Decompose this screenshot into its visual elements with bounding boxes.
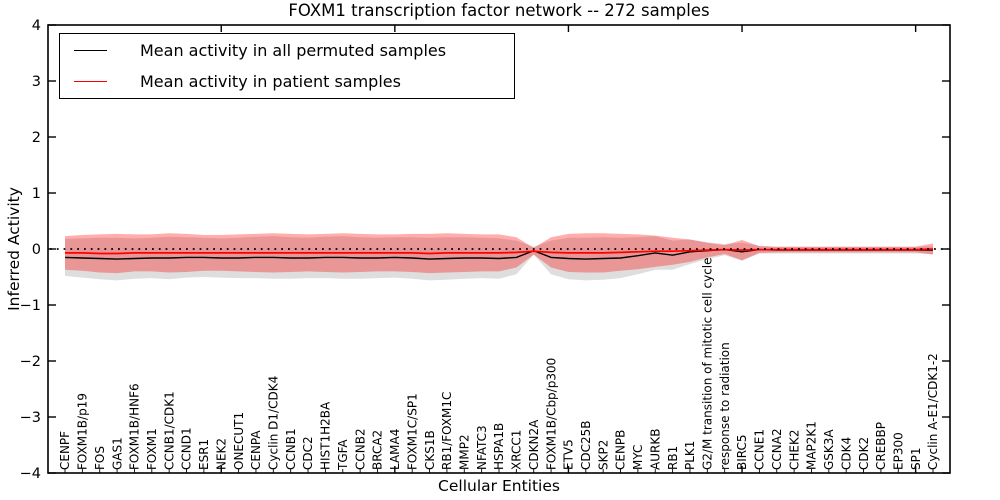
y-tick-label: −2 — [20, 354, 41, 370]
x-tick-label: CHEK2 — [787, 430, 801, 471]
x-tick-label: NEK2 — [214, 438, 228, 470]
x-tick-label: MYC — [631, 445, 645, 470]
x-tick-label: CDC2 — [301, 436, 315, 470]
x-tick-label: ESR1 — [197, 439, 211, 470]
y-tick-label: 1 — [32, 186, 41, 202]
legend-box: Mean activity in all permuted samples Me… — [59, 33, 515, 99]
y-tick-label: −3 — [20, 410, 41, 426]
patient-line-swatch — [74, 81, 107, 83]
x-tick-label: FOXM1B/Cbp/p300 — [544, 358, 558, 470]
x-tick-label: HSPA1B — [492, 423, 506, 470]
x-tick-label: GSK3A — [822, 429, 836, 470]
x-tick-label: response to radiation — [718, 342, 732, 470]
x-tick-label: BIRC5 — [735, 434, 749, 470]
x-tick-label: SKP2 — [596, 440, 610, 470]
x-tick-label: CCNB2 — [353, 428, 367, 470]
x-tick-label: CENPF — [58, 431, 72, 470]
x-tick-label: CCNB1/CDK1 — [162, 391, 176, 470]
y-tick-label: −1 — [20, 298, 41, 314]
patient-mean-line — [65, 248, 934, 255]
x-tick-label: Cyclin A-E1/CDK1-2 — [926, 353, 940, 470]
x-tick-label: FOXM1B/HNF6 — [128, 383, 142, 470]
x-tick-label: CREBBP — [874, 422, 888, 470]
x-tick-label: SP1 — [909, 448, 923, 471]
x-tick-label: HIST1H2BA — [319, 401, 333, 470]
x-tick-label: FOS — [93, 446, 107, 470]
x-tick-label: CCND1 — [180, 427, 194, 470]
x-tick-label: CCNA2 — [770, 428, 784, 470]
x-tick-label: XRCC1 — [510, 430, 524, 470]
x-tick-label: GAS1 — [110, 437, 124, 470]
x-tick-label: CKS1B — [423, 430, 437, 470]
y-tick-label: 3 — [32, 74, 41, 90]
x-tick-label: FOXM1C/SP1 — [405, 393, 419, 470]
chart-title: FOXM1 transcription factor network -- 27… — [288, 1, 710, 20]
x-tick-label: Cyclin D1/CDK4 — [267, 376, 281, 470]
x-tick-label: MAP2K1 — [805, 421, 819, 470]
y-tick-label: −4 — [20, 466, 41, 482]
x-tick-label: AURKB — [648, 429, 662, 470]
legend-label-patient: Mean activity in patient samples — [140, 72, 401, 92]
x-tick-label: CDK4 — [839, 437, 853, 470]
x-tick-label: FOXM1B/p19 — [76, 393, 90, 470]
x-tick-label: MMP2 — [458, 434, 472, 470]
x-tick-label: CENPB — [614, 430, 628, 470]
legend-entry-patient: Mean activity in patient samples — [60, 67, 514, 97]
x-tick-label: RB1/FOXM1C — [440, 392, 454, 470]
x-tick-label: CCNE1 — [753, 429, 767, 470]
permuted-line-swatch — [74, 49, 107, 51]
x-tick-label: ETV5 — [562, 439, 576, 470]
x-tick-label: RB1 — [666, 446, 680, 470]
x-tick-label: EP300 — [892, 432, 906, 470]
x-tick-label: LAMA4 — [388, 429, 402, 470]
x-tick-label: CDKN2A — [527, 419, 541, 470]
x-tick-label: CDC25B — [579, 421, 593, 471]
x-axis-label: Cellular Entities — [438, 477, 560, 495]
x-tick-label: NFATC3 — [475, 425, 489, 470]
y-tick-label: 4 — [32, 18, 41, 34]
x-tick-label: ONECUT1 — [232, 412, 246, 470]
x-tick-label: BRCA2 — [371, 430, 385, 470]
y-tick-label: 0 — [32, 242, 41, 258]
x-tick-label: CENPA — [249, 430, 263, 470]
x-tick-label: PLK1 — [683, 441, 697, 470]
x-tick-label: FOXM1 — [145, 428, 159, 470]
legend-label-permuted: Mean activity in all permuted samples — [140, 40, 447, 60]
x-tick-label: CDK2 — [857, 437, 871, 470]
legend-entry-permuted: Mean activity in all permuted samples — [60, 35, 514, 65]
y-tick-label: 2 — [32, 130, 41, 146]
x-tick-label: CCNB1 — [284, 428, 298, 470]
x-tick-label: G2/M transition of mitotic cell cycle — [701, 257, 715, 470]
x-tick-label: TGFA — [336, 439, 350, 471]
